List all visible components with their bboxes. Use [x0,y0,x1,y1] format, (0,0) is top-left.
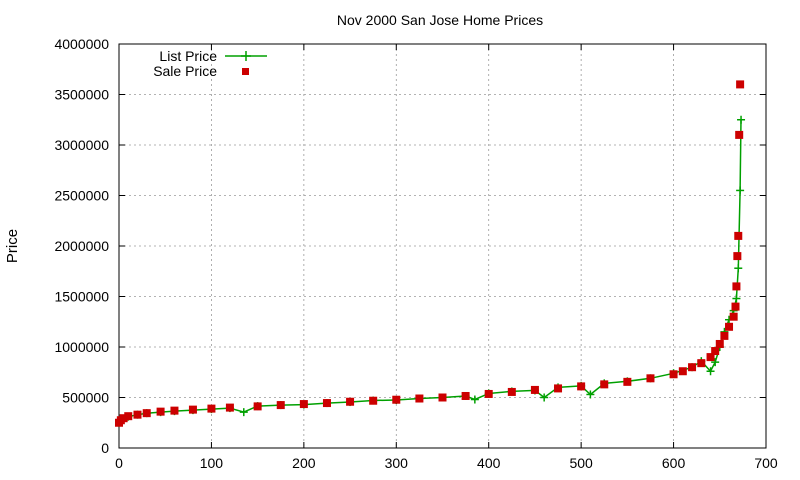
sale-price-point [725,322,734,331]
sale-price-point [678,367,687,376]
legend-label-sale-price: Sale Price [153,63,217,79]
list-price-point [239,408,248,417]
sale-price-point [276,401,285,410]
x-tick-label: 700 [754,455,778,471]
sale-price-point [735,130,744,139]
y-tick-label: 1000000 [54,339,109,355]
y-axis-label: Price [4,229,21,263]
x-tick-label: 0 [115,455,123,471]
x-tick-label: 500 [569,455,593,471]
x-tick-label: 200 [292,455,316,471]
sale-price-point [715,339,724,348]
sale-price-point [142,409,151,418]
sale-price-point [731,302,740,311]
list-price-point [470,395,479,404]
sale-price-point [188,405,197,414]
x-tick-label: 300 [385,455,409,471]
sale-price-point [156,407,165,416]
sale-price-point [736,80,745,89]
y-tick-label: 2000000 [54,238,109,254]
y-tick-label: 0 [101,440,109,456]
sale-price-point [600,380,609,389]
sale-price-point [207,404,216,413]
sale-price-point [577,382,586,391]
y-tick-label: 4000000 [54,36,109,52]
sale-price-point [734,231,743,240]
sale-price-point [322,399,331,408]
series [115,80,746,427]
sale-price-point [623,377,632,386]
x-tick-label: 600 [662,455,686,471]
sale-price-point [706,353,715,362]
sale-price-point [119,414,128,423]
sale-price-point [732,282,741,291]
sale-price-point [729,312,738,321]
x-tick-label: 100 [200,455,224,471]
y-tick-label: 3000000 [54,137,109,153]
list-price-point [711,358,720,367]
series-3 [736,80,745,89]
legend-swatch-sale-price [242,68,249,75]
list-price-point [737,115,746,124]
sale-price-point [133,410,142,419]
list-price-point [734,264,743,273]
sale-price-point [170,406,179,415]
list-price-point [586,390,595,399]
sale-price-point [733,252,742,261]
sale-price-point [124,412,133,421]
list-price-point [736,186,745,195]
sale-price-point [646,374,655,383]
list-price-point [540,393,549,402]
sale-price-point [392,395,401,404]
grid [119,44,766,448]
sale-price-point [415,394,424,403]
sale-price-point [253,402,262,411]
chart-title: Nov 2000 San Jose Home Prices [337,12,543,28]
sale-price-point [225,403,234,412]
sale-price-point [507,387,516,396]
legend-swatch-list-price-marker [241,51,251,61]
sale-price-point [669,370,678,379]
list-price-point [706,367,715,376]
sale-price-point [530,385,539,394]
sale-price-point [299,400,308,409]
legend: List Price Sale Price [153,48,267,79]
sale-price-point [697,359,706,368]
sale-price-point [461,391,470,400]
y-tick-label: 3500000 [54,87,109,103]
list-price-point [732,294,741,303]
series-2 [115,130,744,427]
sale-price-point [720,331,729,340]
sale-price-point [346,397,355,406]
ticks: 0 100 200 300 400 500 600 700 0 500000 1000000 1500… [54,36,777,471]
sale-price-point [484,389,493,398]
sale-price-point [369,396,378,405]
sale-price-point [711,347,720,356]
sale-price-point [688,363,697,372]
x-tick-label: 400 [477,455,501,471]
y-tick-label: 500000 [62,390,109,406]
y-tick-label: 1500000 [54,289,109,305]
y-tick-label: 2500000 [54,188,109,204]
sale-price-point [554,384,563,393]
sale-price-point [438,393,447,402]
legend-label-list-price: List Price [159,48,217,64]
